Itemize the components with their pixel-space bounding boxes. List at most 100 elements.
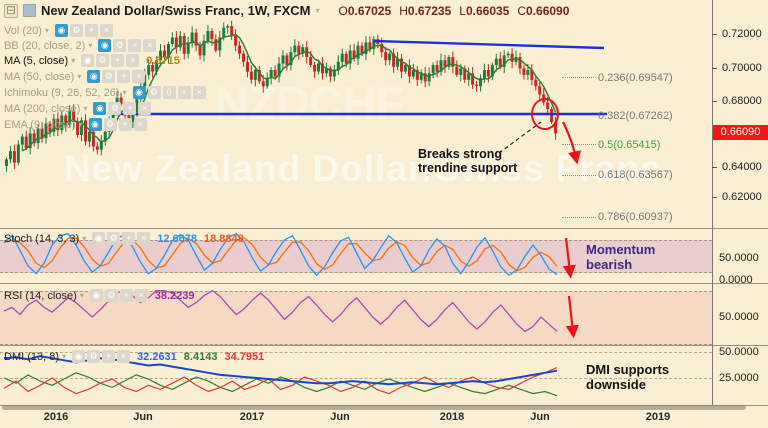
gear-icon[interactable]: ⚙ <box>104 289 118 302</box>
rsi-value: 38.2239 <box>154 289 195 302</box>
chevron-down-icon[interactable]: ▾ <box>122 88 127 97</box>
eye-icon[interactable]: ◉ <box>72 350 86 363</box>
gear-icon[interactable]: ⚙ <box>87 350 101 363</box>
high-label: H <box>399 3 408 18</box>
gear-icon[interactable]: ⚙ <box>113 39 127 52</box>
rsi-label[interactable]: RSI (14, close) <box>4 289 77 302</box>
close-icon[interactable]: × <box>117 350 131 363</box>
chevron-down-icon[interactable]: ▾ <box>78 120 83 129</box>
plus-icon[interactable]: + <box>128 39 142 52</box>
dmi-minus-di-value: 34.7951 <box>224 350 265 363</box>
eye-icon[interactable]: ◉ <box>54 24 68 37</box>
breaks-support-annotation[interactable]: Breaks strong trendine support <box>418 147 517 176</box>
pane-separator[interactable] <box>0 345 768 346</box>
dmi-50-gridline <box>0 352 712 353</box>
plus-icon[interactable]: + <box>118 118 132 131</box>
momentum-bearish-annotation[interactable]: Momentum bearish <box>586 242 655 273</box>
ma5-indicator-label[interactable]: MA (5, close) <box>4 54 69 67</box>
chevron-down-icon[interactable]: ▾ <box>88 41 93 50</box>
close-icon[interactable]: × <box>126 54 140 67</box>
candlestick-chart[interactable] <box>0 0 712 228</box>
bb-indicator-label[interactable]: BB (20, close, 2) <box>4 39 86 52</box>
eye-icon[interactable]: ◉ <box>89 289 103 302</box>
axis-tick-mark <box>712 68 717 69</box>
ma200-controls: ◉ ⚙ + × <box>93 102 152 115</box>
rsi-plot[interactable] <box>0 283 712 345</box>
chevron-down-icon[interactable]: ▾ <box>315 6 320 15</box>
gear-icon[interactable]: ⚙ <box>69 24 83 37</box>
dmi-note-line1: DMI supports <box>586 362 670 377</box>
close-icon[interactable]: × <box>133 118 147 131</box>
close-icon[interactable]: × <box>192 86 206 99</box>
dmi-note-line2: downside <box>586 376 646 392</box>
candles-group <box>5 20 558 172</box>
horizontal-scrollbar[interactable] <box>2 405 746 410</box>
fib-50-label[interactable]: 0.5(0.65415) <box>598 139 661 151</box>
collapse-pane-icon[interactable]: ⊟ <box>4 2 18 18</box>
fib-382-label[interactable]: 0.382(0.67262) <box>598 110 673 122</box>
gear-icon[interactable]: ⚙ <box>147 86 161 99</box>
dmi-downside-annotation[interactable]: DMI supports downside <box>586 362 670 393</box>
axis-tick-mark <box>712 197 717 198</box>
close-icon[interactable]: × <box>143 39 157 52</box>
symbol-title[interactable]: New Zealand Dollar/Swiss Franc, 1W, FXCM <box>41 3 311 18</box>
fib-618-label[interactable]: 0.618(0.63567) <box>598 169 673 181</box>
close-icon[interactable]: × <box>132 70 146 83</box>
chevron-down-icon[interactable]: ▾ <box>83 104 88 113</box>
dmi-label[interactable]: DMI (13, 8) <box>4 350 60 363</box>
fib-236-label[interactable]: 0.236(0.69547) <box>598 72 673 84</box>
ma50-indicator-label[interactable]: MA (50, close) <box>4 70 75 83</box>
open-value: 0.67025 <box>347 3 392 18</box>
stoch-d-value: 18.8848 <box>204 232 244 245</box>
chevron-down-icon[interactable]: ▾ <box>77 72 82 81</box>
stochastic-plot[interactable] <box>0 228 712 283</box>
ma200-indicator-label[interactable]: MA (200, close) <box>4 102 81 115</box>
ema-indicator-label[interactable]: EMA (9, close) <box>4 118 76 131</box>
chevron-down-icon[interactable]: ▾ <box>71 56 76 65</box>
close-icon[interactable]: × <box>137 232 151 245</box>
gear-icon[interactable]: ⚙ <box>102 70 116 83</box>
plus-icon[interactable]: + <box>119 289 133 302</box>
ma5-line <box>21 33 557 152</box>
time-axis-label: Jun <box>530 411 550 423</box>
chevron-down-icon[interactable]: ▾ <box>44 26 49 35</box>
breaks-line2: trendine support <box>418 161 518 176</box>
legend-row-volume: Vol (20) ▾ ◉ ⚙ + × <box>4 24 113 37</box>
close-icon[interactable]: × <box>138 102 152 115</box>
gear-icon[interactable]: ⚙ <box>96 54 110 67</box>
chevron-down-icon[interactable]: ▾ <box>79 291 84 300</box>
pane-separator[interactable] <box>0 228 768 229</box>
gear-icon[interactable]: ⚙ <box>108 102 122 115</box>
plus-icon[interactable]: + <box>84 24 98 37</box>
eye-icon[interactable]: ◉ <box>88 118 102 131</box>
ichimoku-indicator-label[interactable]: Ichimoku (9, 26, 52, 26) <box>4 86 120 99</box>
eye-icon[interactable]: ◉ <box>92 232 106 245</box>
eye-icon[interactable]: ◉ <box>93 102 107 115</box>
plus-icon[interactable]: + <box>177 86 191 99</box>
fib-786-label[interactable]: 0.786(0.60937) <box>598 211 673 223</box>
gear-icon[interactable]: ⚙ <box>103 118 117 131</box>
stoch-header: Stoch (14, 3, 3) ▾ ◉ ⚙ + × 12.6678 18.8848 <box>4 232 244 245</box>
gear-icon[interactable]: ⚙ <box>107 232 121 245</box>
chevron-down-icon[interactable]: ▾ <box>62 352 67 361</box>
close-icon[interactable]: × <box>134 289 148 302</box>
eye-icon[interactable]: ◉ <box>87 70 101 83</box>
pane-separator[interactable] <box>0 283 768 284</box>
eye-icon[interactable]: ◉ <box>81 54 95 67</box>
braces-icon[interactable]: {} <box>162 86 176 99</box>
close-icon[interactable]: × <box>99 24 113 37</box>
price-tick: 0.64000 <box>722 161 762 173</box>
time-axis-label: 2016 <box>43 411 69 423</box>
chevron-down-icon[interactable]: ▾ <box>82 234 87 243</box>
plus-icon[interactable]: + <box>111 54 125 67</box>
plus-icon[interactable]: + <box>122 232 136 245</box>
stoch-label[interactable]: Stoch (14, 3, 3) <box>4 232 80 245</box>
eye-icon[interactable]: ◉ <box>98 39 112 52</box>
eye-icon[interactable]: ◉ <box>132 86 146 99</box>
chart-style-icon[interactable] <box>23 4 36 17</box>
ma50-controls: ◉ ⚙ + × <box>87 70 146 83</box>
plus-icon[interactable]: + <box>117 70 131 83</box>
plus-icon[interactable]: + <box>123 102 137 115</box>
plus-icon[interactable]: + <box>102 350 116 363</box>
volume-indicator-label[interactable]: Vol (20) <box>4 24 42 37</box>
